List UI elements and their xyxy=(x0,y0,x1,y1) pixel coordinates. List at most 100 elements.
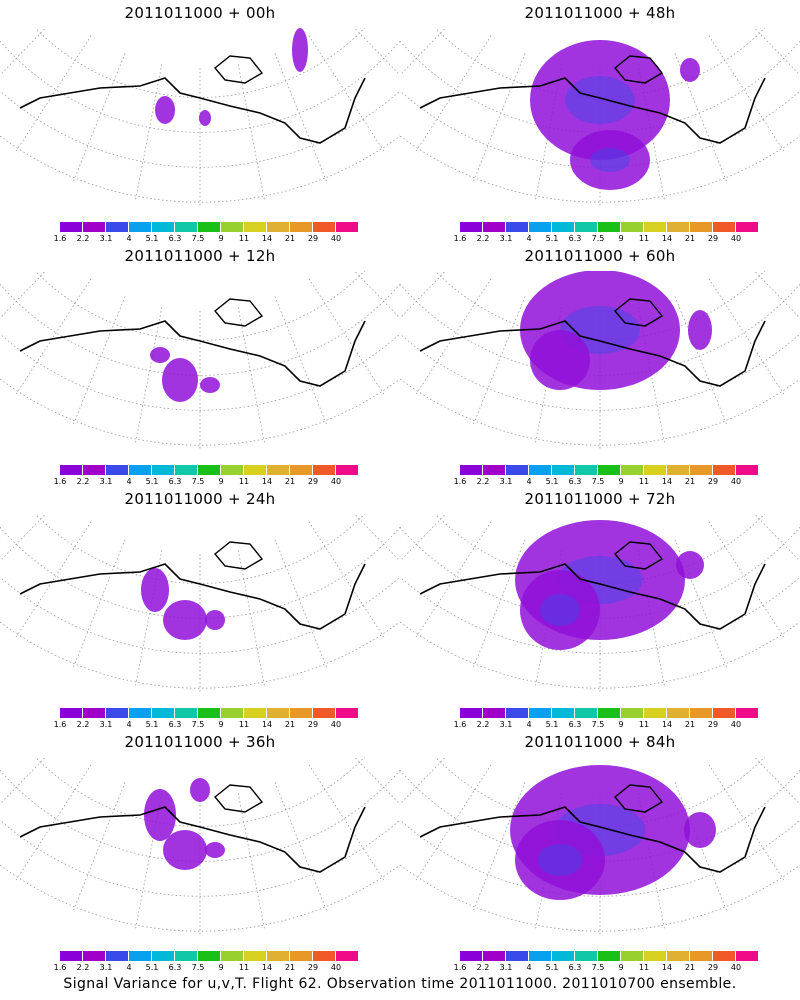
colorbar-tick-label: 6.3 xyxy=(168,963,182,972)
colorbar-swatch xyxy=(644,708,666,718)
colorbar-tick-label: 7.5 xyxy=(191,963,205,972)
colorbar-swatch xyxy=(529,465,551,475)
panel-title: 2011011000 + 36h xyxy=(124,733,276,751)
colorbar-swatch xyxy=(290,222,312,232)
colorbar-swatch xyxy=(736,465,758,475)
colorbar-tick-label: 3.1 xyxy=(99,477,113,486)
colorbar-tick-label: 14 xyxy=(661,720,673,729)
colorbar-tick-label: 29 xyxy=(307,234,319,243)
colorbar-swatch xyxy=(152,951,174,961)
colorbar-swatch xyxy=(483,222,505,232)
colorbar-tick-label: 4 xyxy=(126,963,132,972)
polar-map xyxy=(0,28,400,208)
colorbar-legend: 1.6 2.2 3.1 4 5.1 6.3 7.5 9 11 14 21 29 40 xyxy=(54,708,362,734)
colorbar-swatch xyxy=(690,708,712,718)
colorbar-tick-label: 7.5 xyxy=(591,234,605,243)
colorbar-legend: 1.6 2.2 3.1 4 5.1 6.3 7.5 9 11 14 21 29 40 xyxy=(54,222,362,248)
polar-map xyxy=(400,757,800,937)
colorbar-tick-label: 29 xyxy=(307,963,319,972)
colorbar-swatch xyxy=(644,951,666,961)
colorbar-tick-label: 4 xyxy=(526,720,532,729)
panel-title: 2011011000 + 72h xyxy=(524,490,676,508)
colorbar-swatch xyxy=(152,222,174,232)
colorbar-swatch xyxy=(598,951,620,961)
colorbar-swatch xyxy=(129,708,151,718)
colorbar-tick-label: 6.3 xyxy=(568,477,582,486)
colorbar-tick-label: 6.3 xyxy=(568,963,582,972)
polar-map xyxy=(0,271,400,451)
colorbar-tick-label: 11 xyxy=(638,477,650,486)
colorbar-swatch xyxy=(667,465,689,475)
colorbar-tick-label: 11 xyxy=(638,234,650,243)
colorbar-tick-label: 21 xyxy=(284,963,296,972)
colorbar-swatch xyxy=(621,708,643,718)
colorbar-tick-label: 7.5 xyxy=(191,234,205,243)
colorbar-tick-label: 21 xyxy=(284,234,296,243)
colorbar-tick-label: 21 xyxy=(284,720,296,729)
colorbar-swatch xyxy=(598,708,620,718)
colorbar-tick-label: 40 xyxy=(330,477,342,486)
colorbar-swatch xyxy=(621,465,643,475)
colorbar-swatch xyxy=(290,465,312,475)
colorbar-swatch xyxy=(506,465,528,475)
colorbar-swatch xyxy=(690,222,712,232)
colorbar-swatch xyxy=(129,222,151,232)
colorbar-tick-label: 1.6 xyxy=(53,234,67,243)
colorbar-swatch xyxy=(529,951,551,961)
colorbar-swatch xyxy=(552,222,574,232)
colorbar-tick-label: 2.2 xyxy=(476,477,490,486)
colorbar-swatch xyxy=(152,708,174,718)
panel-title: 2011011000 + 60h xyxy=(524,247,676,265)
colorbar-tick-label: 5.1 xyxy=(145,720,159,729)
colorbar-tick-label: 14 xyxy=(661,234,673,243)
colorbar-tick-label: 3.1 xyxy=(499,477,513,486)
polar-map xyxy=(0,514,400,694)
panel-title: 2011011000 + 00h xyxy=(124,4,276,22)
colorbar-tick-label: 2.2 xyxy=(76,963,90,972)
colorbar-tick-label: 6.3 xyxy=(168,234,182,243)
colorbar-tick-label: 5.1 xyxy=(145,234,159,243)
colorbar-tick-label: 6.3 xyxy=(568,720,582,729)
colorbar-swatch xyxy=(529,222,551,232)
colorbar-tick-label: 40 xyxy=(730,720,742,729)
colorbar-tick-label: 29 xyxy=(707,234,719,243)
colorbar-swatch xyxy=(267,708,289,718)
colorbar-swatch xyxy=(313,708,335,718)
colorbar-tick-label: 21 xyxy=(284,477,296,486)
colorbar-swatch xyxy=(221,708,243,718)
colorbar-tick-label: 9 xyxy=(618,477,624,486)
colorbar-tick-label: 7.5 xyxy=(591,720,605,729)
colorbar-swatch xyxy=(483,708,505,718)
colorbar-swatch xyxy=(483,951,505,961)
colorbar-tick-label: 4 xyxy=(526,963,532,972)
colorbar-tick-label: 3.1 xyxy=(499,963,513,972)
colorbar-swatch xyxy=(552,951,574,961)
colorbar-tick-label: 29 xyxy=(707,963,719,972)
colorbar-swatch xyxy=(244,222,266,232)
polar-map xyxy=(400,271,800,451)
colorbar-swatch xyxy=(152,465,174,475)
colorbar-swatch xyxy=(460,708,482,718)
colorbar-tick-label: 14 xyxy=(661,963,673,972)
colorbar-tick-label: 11 xyxy=(238,477,250,486)
colorbar-tick-label: 4 xyxy=(526,234,532,243)
colorbar-swatch xyxy=(267,465,289,475)
panel-title: 2011011000 + 48h xyxy=(524,4,676,22)
colorbar-legend: 1.6 2.2 3.1 4 5.1 6.3 7.5 9 11 14 21 29 40 xyxy=(454,708,762,734)
panel-title: 2011011000 + 84h xyxy=(524,733,676,751)
colorbar-tick-label: 40 xyxy=(730,234,742,243)
colorbar-swatch xyxy=(460,222,482,232)
colorbar-legend: 1.6 2.2 3.1 4 5.1 6.3 7.5 9 11 14 21 29 40 xyxy=(54,951,362,977)
colorbar-swatch xyxy=(83,708,105,718)
colorbar-swatch xyxy=(290,708,312,718)
colorbar-swatch xyxy=(106,465,128,475)
colorbar-swatch xyxy=(667,951,689,961)
colorbar-tick-label: 2.2 xyxy=(76,720,90,729)
colorbar-swatch xyxy=(552,708,574,718)
colorbar-swatch xyxy=(506,222,528,232)
colorbar-legend: 1.6 2.2 3.1 4 5.1 6.3 7.5 9 11 14 21 29 40 xyxy=(454,951,762,977)
colorbar-swatch xyxy=(529,708,551,718)
map-panel: 2011011000 + 48h 1.6 2.2 3.1 4 5.1 6.3 7.5 9 11 14… xyxy=(400,0,800,250)
colorbar-swatch xyxy=(175,465,197,475)
map-panel: 2011011000 + 12h 1.6 2.2 3.1 4 5.1 6.3 7.5 9 11 14… xyxy=(0,243,400,493)
